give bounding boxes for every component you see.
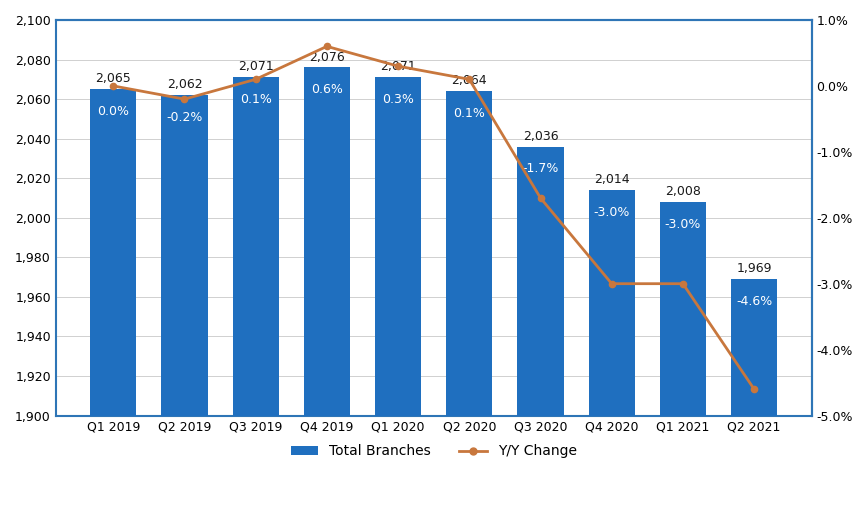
Bar — [233, 77, 279, 415]
Text: 2,014: 2,014 — [594, 173, 629, 186]
Bar — [589, 190, 635, 415]
Text: 0.0%: 0.0% — [97, 105, 129, 118]
Text: -0.2%: -0.2% — [167, 111, 202, 124]
Text: -3.0%: -3.0% — [594, 206, 630, 219]
Bar — [731, 279, 777, 415]
Bar — [304, 68, 350, 415]
Text: 0.1%: 0.1% — [453, 107, 485, 120]
Text: -4.6%: -4.6% — [736, 295, 773, 308]
Text: 2,065: 2,065 — [95, 72, 131, 86]
Text: 0.3%: 0.3% — [382, 93, 414, 106]
Bar — [375, 77, 421, 415]
Text: 2,036: 2,036 — [523, 130, 558, 143]
Bar — [517, 147, 563, 415]
Bar — [660, 202, 706, 415]
Text: 2,062: 2,062 — [167, 78, 202, 91]
Bar — [446, 91, 492, 415]
Text: 1,969: 1,969 — [736, 262, 772, 275]
Text: 2,071: 2,071 — [380, 61, 416, 73]
Bar — [90, 89, 136, 415]
Bar — [161, 95, 207, 415]
Text: -3.0%: -3.0% — [665, 218, 701, 231]
Text: 0.1%: 0.1% — [240, 93, 272, 106]
Text: -1.7%: -1.7% — [523, 162, 559, 176]
Text: 2,076: 2,076 — [309, 50, 345, 64]
Text: 2,071: 2,071 — [238, 61, 273, 73]
Legend: Total Branches, Y/Y Change: Total Branches, Y/Y Change — [285, 439, 582, 464]
Text: 2,008: 2,008 — [665, 185, 700, 198]
Text: 0.6%: 0.6% — [311, 83, 343, 96]
Text: 2,064: 2,064 — [451, 74, 487, 87]
